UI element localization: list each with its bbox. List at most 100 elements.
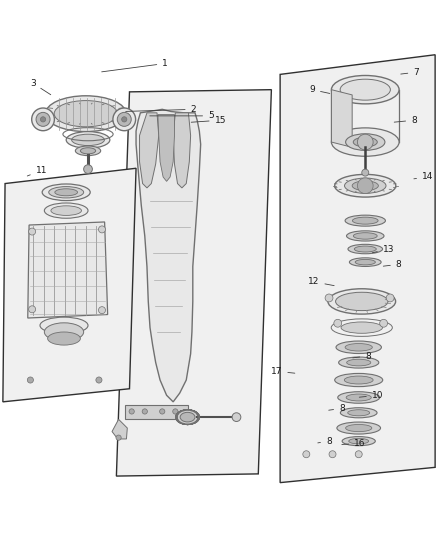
Ellipse shape — [46, 96, 126, 132]
Polygon shape — [117, 90, 272, 476]
Circle shape — [355, 451, 362, 458]
Polygon shape — [28, 222, 108, 318]
Ellipse shape — [345, 178, 386, 193]
Ellipse shape — [339, 357, 379, 368]
Circle shape — [99, 226, 106, 233]
Ellipse shape — [335, 374, 383, 386]
Text: 2: 2 — [126, 105, 196, 114]
Ellipse shape — [349, 439, 369, 444]
Ellipse shape — [54, 101, 117, 127]
Ellipse shape — [348, 244, 382, 254]
Ellipse shape — [346, 424, 372, 432]
Ellipse shape — [49, 187, 84, 198]
Text: 12: 12 — [308, 277, 334, 286]
Ellipse shape — [42, 184, 90, 200]
Text: 1: 1 — [102, 59, 168, 72]
Text: 17: 17 — [271, 367, 295, 376]
Bar — [125, 405, 188, 419]
Ellipse shape — [354, 246, 376, 252]
Ellipse shape — [328, 289, 396, 314]
Ellipse shape — [353, 233, 377, 239]
Ellipse shape — [40, 317, 88, 334]
Circle shape — [113, 108, 136, 131]
Ellipse shape — [332, 128, 399, 156]
Ellipse shape — [332, 76, 399, 104]
Circle shape — [362, 169, 369, 176]
Text: 8: 8 — [318, 437, 332, 446]
Ellipse shape — [44, 323, 84, 341]
Text: 15: 15 — [191, 116, 226, 125]
Polygon shape — [280, 55, 435, 482]
Circle shape — [357, 134, 373, 150]
Ellipse shape — [346, 359, 371, 366]
Ellipse shape — [335, 174, 396, 197]
Circle shape — [159, 409, 165, 414]
Circle shape — [40, 117, 46, 122]
Ellipse shape — [346, 134, 385, 150]
Text: 11: 11 — [27, 166, 47, 176]
Circle shape — [28, 306, 35, 313]
Ellipse shape — [338, 392, 380, 403]
Ellipse shape — [345, 344, 372, 351]
Ellipse shape — [180, 413, 195, 422]
Text: 8: 8 — [329, 404, 345, 413]
Ellipse shape — [177, 410, 198, 424]
Circle shape — [129, 409, 134, 414]
Ellipse shape — [81, 148, 95, 154]
Ellipse shape — [340, 79, 390, 100]
Ellipse shape — [355, 260, 375, 265]
Text: 10: 10 — [359, 391, 383, 400]
Circle shape — [325, 294, 333, 302]
Ellipse shape — [353, 217, 378, 224]
Circle shape — [117, 112, 131, 126]
Ellipse shape — [336, 341, 381, 353]
Text: 9: 9 — [309, 85, 330, 94]
Text: 5: 5 — [150, 111, 214, 120]
Circle shape — [27, 377, 33, 383]
Ellipse shape — [51, 206, 81, 215]
Circle shape — [122, 117, 127, 122]
Circle shape — [142, 409, 148, 414]
Ellipse shape — [75, 146, 101, 156]
Circle shape — [334, 319, 342, 327]
Circle shape — [84, 165, 92, 174]
Circle shape — [357, 178, 373, 193]
Polygon shape — [112, 419, 127, 439]
Circle shape — [36, 112, 50, 126]
Ellipse shape — [48, 332, 81, 345]
Circle shape — [303, 451, 310, 458]
Circle shape — [116, 435, 121, 440]
Ellipse shape — [66, 132, 110, 148]
Circle shape — [329, 451, 336, 458]
Circle shape — [99, 306, 106, 313]
Ellipse shape — [346, 231, 384, 241]
Polygon shape — [136, 109, 201, 402]
Ellipse shape — [342, 437, 375, 446]
Text: 16: 16 — [342, 439, 366, 448]
Ellipse shape — [72, 134, 104, 146]
Ellipse shape — [55, 189, 78, 196]
Ellipse shape — [345, 215, 385, 226]
Polygon shape — [332, 90, 352, 147]
Ellipse shape — [353, 138, 377, 147]
Circle shape — [173, 409, 178, 414]
Circle shape — [28, 228, 35, 235]
Text: 3: 3 — [30, 79, 51, 95]
Text: 8: 8 — [383, 260, 402, 269]
Ellipse shape — [341, 322, 382, 333]
Ellipse shape — [350, 258, 381, 266]
Circle shape — [386, 294, 394, 302]
Ellipse shape — [337, 422, 381, 434]
Circle shape — [232, 413, 241, 422]
Text: 8: 8 — [353, 351, 371, 360]
Text: 13: 13 — [372, 245, 394, 254]
Ellipse shape — [44, 203, 88, 218]
Ellipse shape — [344, 376, 373, 384]
Circle shape — [96, 377, 102, 383]
Text: 7: 7 — [401, 68, 419, 77]
Circle shape — [380, 319, 388, 327]
Ellipse shape — [346, 394, 371, 401]
Polygon shape — [140, 113, 159, 188]
Text: 8: 8 — [394, 116, 417, 125]
Ellipse shape — [336, 292, 388, 311]
